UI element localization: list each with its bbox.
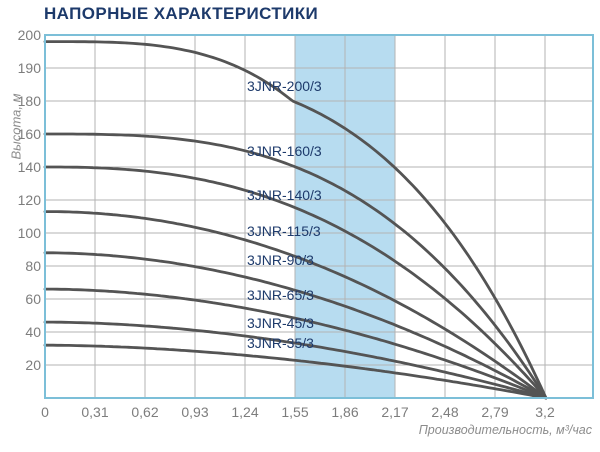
x-tick-label: 0 [41, 404, 49, 420]
x-tick-label: 1,24 [231, 404, 258, 420]
x-tick-label: 0,62 [131, 404, 158, 420]
y-tick-label: 190 [18, 60, 42, 76]
y-tick-label: 40 [25, 324, 41, 340]
y-tick-label: 60 [25, 291, 41, 307]
x-tick-label: 1,86 [331, 404, 358, 420]
curve-3JNR-115/3 [43, 210, 548, 400]
curve-label-3JNR-45/3: 3JNR-45/3 [247, 315, 314, 331]
x-axis-title: Производительность, м³/час [418, 423, 592, 437]
y-tick-label: 120 [18, 192, 42, 208]
curve-3JNR-90/3 [43, 251, 548, 400]
y-tick-label: 140 [18, 159, 42, 175]
curve-label-3JNR-90/3: 3JNR-90/3 [247, 252, 314, 268]
y-tick-label: 20 [25, 357, 41, 373]
curve-3JNR-160/3 [43, 132, 548, 400]
curve-label-3JNR-65/3: 3JNR-65/3 [247, 287, 314, 303]
x-tick-label: 2,17 [381, 404, 408, 420]
y-tick-label: 200 [18, 27, 42, 43]
chart-title: НАПОРНЫЕ ХАРАКТЕРИСТИКИ [44, 4, 319, 23]
y-tick-label: 180 [18, 93, 42, 109]
curve-label-3JNR-140/3: 3JNR-140/3 [247, 187, 322, 203]
curve-3JNR-65/3 [43, 287, 548, 400]
x-tick-label: 0,93 [181, 404, 208, 420]
y-tick-label: 80 [25, 258, 41, 274]
curve-3JNR-200/3 [43, 40, 548, 400]
curve-label-3JNR-35/3: 3JNR-35/3 [247, 335, 314, 351]
y-tick-label: 100 [18, 225, 42, 241]
x-tick-label: 2,48 [431, 404, 458, 420]
curve-label-3JNR-115/3: 3JNR-115/3 [247, 223, 321, 239]
x-tick-label: 0,31 [81, 404, 108, 420]
x-tick-label: 2,79 [481, 404, 508, 420]
plot-border [44, 34, 594, 399]
x-tick-label: 3,2 [535, 404, 555, 420]
x-tick-label: 1,55 [281, 404, 308, 420]
curve-3JNR-140/3 [43, 165, 548, 400]
y-tick-label: 160 [18, 126, 42, 142]
curve-label-3JNR-160/3: 3JNR-160/3 [247, 143, 322, 159]
curve-3JNR-35/3 [43, 343, 548, 400]
curve-label-3JNR-200/3: 3JNR-200/3 [247, 78, 322, 94]
curve-3JNR-45/3 [43, 320, 548, 400]
